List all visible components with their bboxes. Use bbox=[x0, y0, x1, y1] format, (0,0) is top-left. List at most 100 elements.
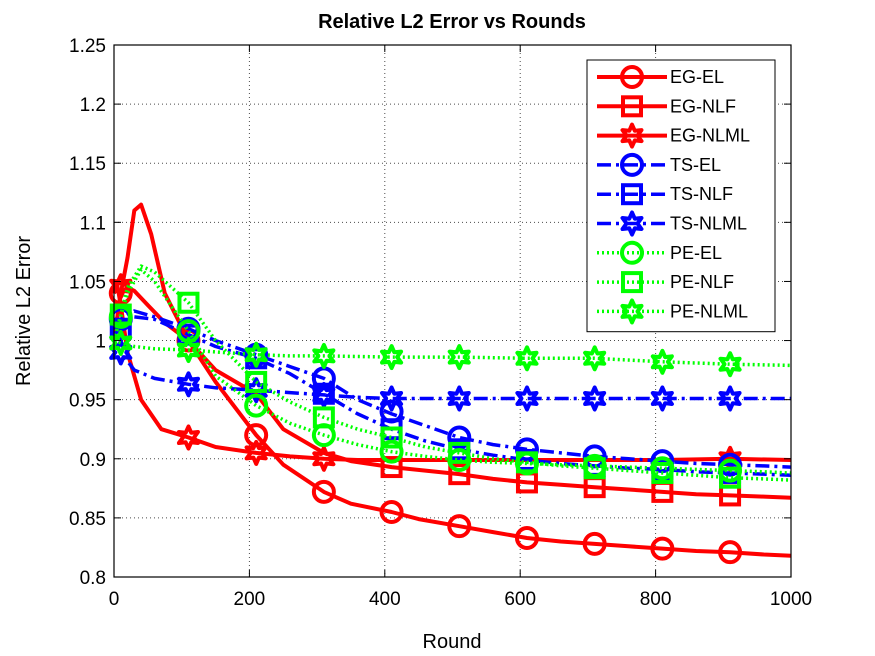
legend-label: EG-EL bbox=[670, 67, 724, 87]
legend-label: EG-NLML bbox=[670, 126, 750, 146]
x-tick-label: 400 bbox=[369, 589, 401, 610]
legend-marker bbox=[620, 240, 644, 265]
legend-label: EG-NLF bbox=[670, 96, 736, 116]
data-point-marker bbox=[244, 393, 269, 418]
series-pe-nlml bbox=[109, 329, 792, 378]
data-point-marker bbox=[515, 385, 539, 412]
legend-marker bbox=[620, 298, 644, 325]
data-point-marker bbox=[447, 514, 472, 539]
data-point-marker bbox=[447, 385, 471, 412]
legend-label: PE-NLML bbox=[670, 301, 748, 321]
series-line bbox=[113, 338, 792, 368]
legend-item: PE-NLML bbox=[597, 298, 748, 325]
data-point-marker bbox=[380, 344, 404, 371]
legend-marker bbox=[620, 210, 644, 237]
x-tick-label: 0 bbox=[109, 589, 120, 610]
legend-label: PE-EL bbox=[670, 243, 722, 263]
data-point-marker bbox=[448, 463, 471, 486]
data-point-marker bbox=[312, 381, 336, 408]
x-axis-label: Round bbox=[423, 631, 482, 653]
plot-frame bbox=[113, 44, 792, 578]
y-tick-label: 0.8 bbox=[80, 568, 106, 589]
y-tick-label: 1.05 bbox=[69, 272, 106, 293]
legend-item: PE-NLF bbox=[597, 271, 734, 294]
series-line bbox=[112, 285, 792, 558]
y-tick-label: 1 bbox=[95, 332, 106, 353]
data-point-marker bbox=[380, 385, 404, 412]
series-layer bbox=[108, 202, 792, 565]
legend-marker bbox=[620, 152, 644, 177]
data-point-marker bbox=[650, 348, 674, 375]
data-point-marker bbox=[176, 424, 200, 451]
data-point-marker bbox=[718, 540, 743, 565]
data-point-marker bbox=[245, 370, 268, 393]
data-point-marker bbox=[583, 457, 606, 480]
data-point-marker bbox=[176, 371, 200, 398]
y-tick-label: 1.15 bbox=[69, 154, 106, 175]
chart-title: Relative L2 Error vs Rounds bbox=[318, 11, 586, 33]
legend-label: TS-NLF bbox=[670, 184, 733, 204]
legend-label: TS-EL bbox=[670, 155, 721, 175]
x-tick-label: 200 bbox=[234, 589, 266, 610]
data-point-marker bbox=[718, 385, 742, 412]
data-point-marker bbox=[311, 479, 336, 504]
data-point-marker bbox=[583, 345, 607, 372]
legend-label: PE-NLF bbox=[670, 272, 734, 292]
legend-item: EG-NLF bbox=[597, 95, 736, 118]
series-line bbox=[112, 267, 792, 475]
legend-item: TS-NLF bbox=[597, 183, 733, 206]
legend-marker bbox=[620, 122, 644, 149]
data-point-marker bbox=[718, 351, 742, 378]
series-pe-nlf bbox=[109, 264, 792, 489]
y-tick-label: 1.25 bbox=[69, 36, 106, 57]
data-point-marker bbox=[312, 342, 336, 369]
y-tick-label: 1.1 bbox=[80, 213, 106, 234]
data-point-marker bbox=[448, 441, 471, 464]
data-point-marker bbox=[176, 337, 200, 363]
y-tick-label: 0.95 bbox=[69, 391, 106, 412]
legend-item: TS-EL bbox=[597, 152, 721, 177]
y-tick-label: 1.2 bbox=[80, 95, 106, 116]
data-point-marker bbox=[380, 426, 403, 449]
y-tick-label: 0.9 bbox=[80, 450, 106, 471]
x-tick-label: 600 bbox=[504, 589, 536, 610]
data-point-marker bbox=[312, 406, 335, 429]
legend-item: EG-EL bbox=[597, 65, 724, 89]
data-point-marker bbox=[719, 466, 742, 489]
legend-item: EG-NLML bbox=[597, 122, 750, 149]
data-point-marker bbox=[447, 344, 471, 371]
data-point-marker bbox=[582, 531, 607, 556]
legend-marker bbox=[621, 95, 643, 118]
data-point-marker bbox=[515, 345, 539, 372]
data-point-marker bbox=[244, 439, 268, 466]
data-point-marker bbox=[651, 461, 674, 484]
series-line bbox=[112, 264, 792, 482]
legend-item: PE-EL bbox=[597, 240, 722, 265]
legend-marker bbox=[621, 183, 643, 206]
legend-item: TS-NLML bbox=[597, 210, 747, 237]
y-tick-label: 0.85 bbox=[69, 509, 106, 530]
y-axis-label: Relative L2 Error bbox=[13, 236, 35, 386]
tick-layer: 0 200 400 600 800 1000 0.8 0.85 0.9 0.95 1 1.05 1.1 1… bbox=[69, 36, 812, 610]
data-point-marker bbox=[109, 273, 133, 300]
x-tick-label: 1000 bbox=[770, 589, 812, 610]
legend-marker bbox=[621, 271, 643, 294]
data-point-marker bbox=[244, 341, 268, 368]
legend-label: TS-NLML bbox=[670, 214, 747, 234]
data-point-marker bbox=[650, 536, 675, 561]
data-point-marker bbox=[109, 303, 132, 326]
data-point-marker bbox=[514, 525, 539, 550]
data-point-marker bbox=[515, 451, 538, 474]
data-point-marker bbox=[109, 329, 133, 356]
data-point-marker bbox=[379, 499, 404, 524]
data-point-marker bbox=[177, 291, 200, 314]
data-point-marker bbox=[312, 445, 336, 472]
legend-marker bbox=[620, 65, 644, 89]
data-point-marker bbox=[650, 385, 674, 412]
x-tick-label: 800 bbox=[640, 589, 672, 610]
legend: EG-EL EG-NLF EG-NLML TS-EL TS-NLF TS-NLML PE-E… bbox=[586, 59, 776, 333]
data-point-marker bbox=[583, 385, 607, 412]
series-line bbox=[112, 339, 791, 401]
data-point-marker bbox=[379, 439, 404, 464]
